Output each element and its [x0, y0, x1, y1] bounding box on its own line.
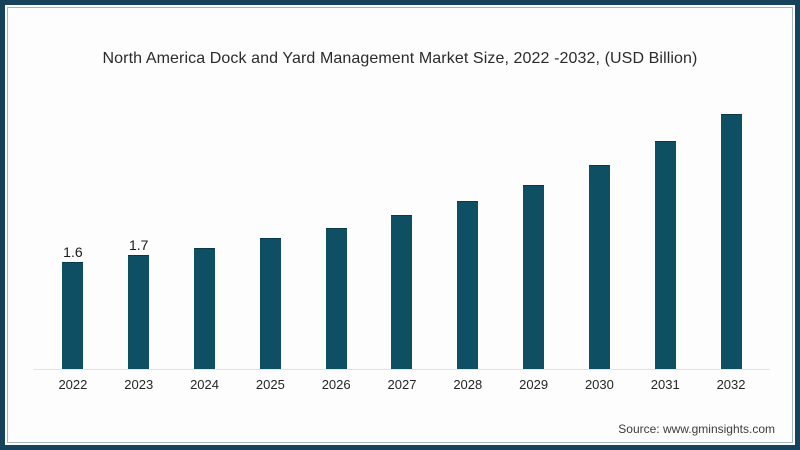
x-axis-label-2032: 2032	[716, 377, 746, 392]
bar-column-2027	[369, 89, 435, 369]
x-axis-labels: 2022 2023 2024 2025 2026 2027 2028 2029 2030 2031…	[40, 377, 764, 392]
bar-2025	[259, 238, 281, 369]
x-axis-label-2023: 2023	[124, 377, 154, 392]
x-axis-label-2031: 2031	[650, 377, 680, 392]
x-axis-label-2024: 2024	[190, 377, 219, 392]
x-axis-label-2028: 2028	[453, 377, 483, 392]
bar-column-2029	[501, 89, 567, 369]
x-axis-label-2022: 2022	[58, 377, 88, 392]
x-axis-label-2029: 2029	[519, 377, 549, 392]
bar-value-label: 1.7	[128, 237, 149, 253]
bar-chart-plot-area: 1.6 1.7	[40, 89, 764, 369]
x-axis-label-2030: 2030	[584, 377, 614, 392]
bar-column-2031	[632, 89, 698, 369]
x-axis-line	[34, 369, 770, 370]
bar-2022	[62, 262, 84, 369]
x-axis-label-2026: 2026	[321, 377, 351, 392]
x-axis-label-2025: 2025	[255, 377, 285, 392]
bar-column-2026	[303, 89, 369, 369]
bar-column-2025	[237, 89, 303, 369]
chart-title: North America Dock and Yard Management M…	[102, 50, 698, 67]
bar-column-2024	[172, 89, 238, 369]
bar-column-2032	[698, 89, 764, 369]
bar-column-2030	[567, 89, 633, 369]
bar-2023	[128, 255, 150, 369]
bar-2031	[654, 141, 676, 369]
bar-2030	[588, 165, 610, 369]
bar-column-2028	[435, 89, 501, 369]
bar-column-2022: 1.6	[40, 89, 106, 369]
bar-2024	[194, 248, 216, 369]
bar-column-2023: 1.7	[106, 89, 172, 369]
bar-2032	[720, 114, 742, 369]
bar-value-label: 1.6	[63, 244, 83, 260]
bar-2028	[457, 201, 479, 369]
bar-2029	[523, 185, 545, 369]
bar-2026	[325, 228, 347, 369]
source-attribution: Source: www.gminsights.com	[618, 422, 775, 436]
x-axis-label-2027: 2027	[387, 377, 417, 392]
bar-2027	[391, 215, 413, 369]
